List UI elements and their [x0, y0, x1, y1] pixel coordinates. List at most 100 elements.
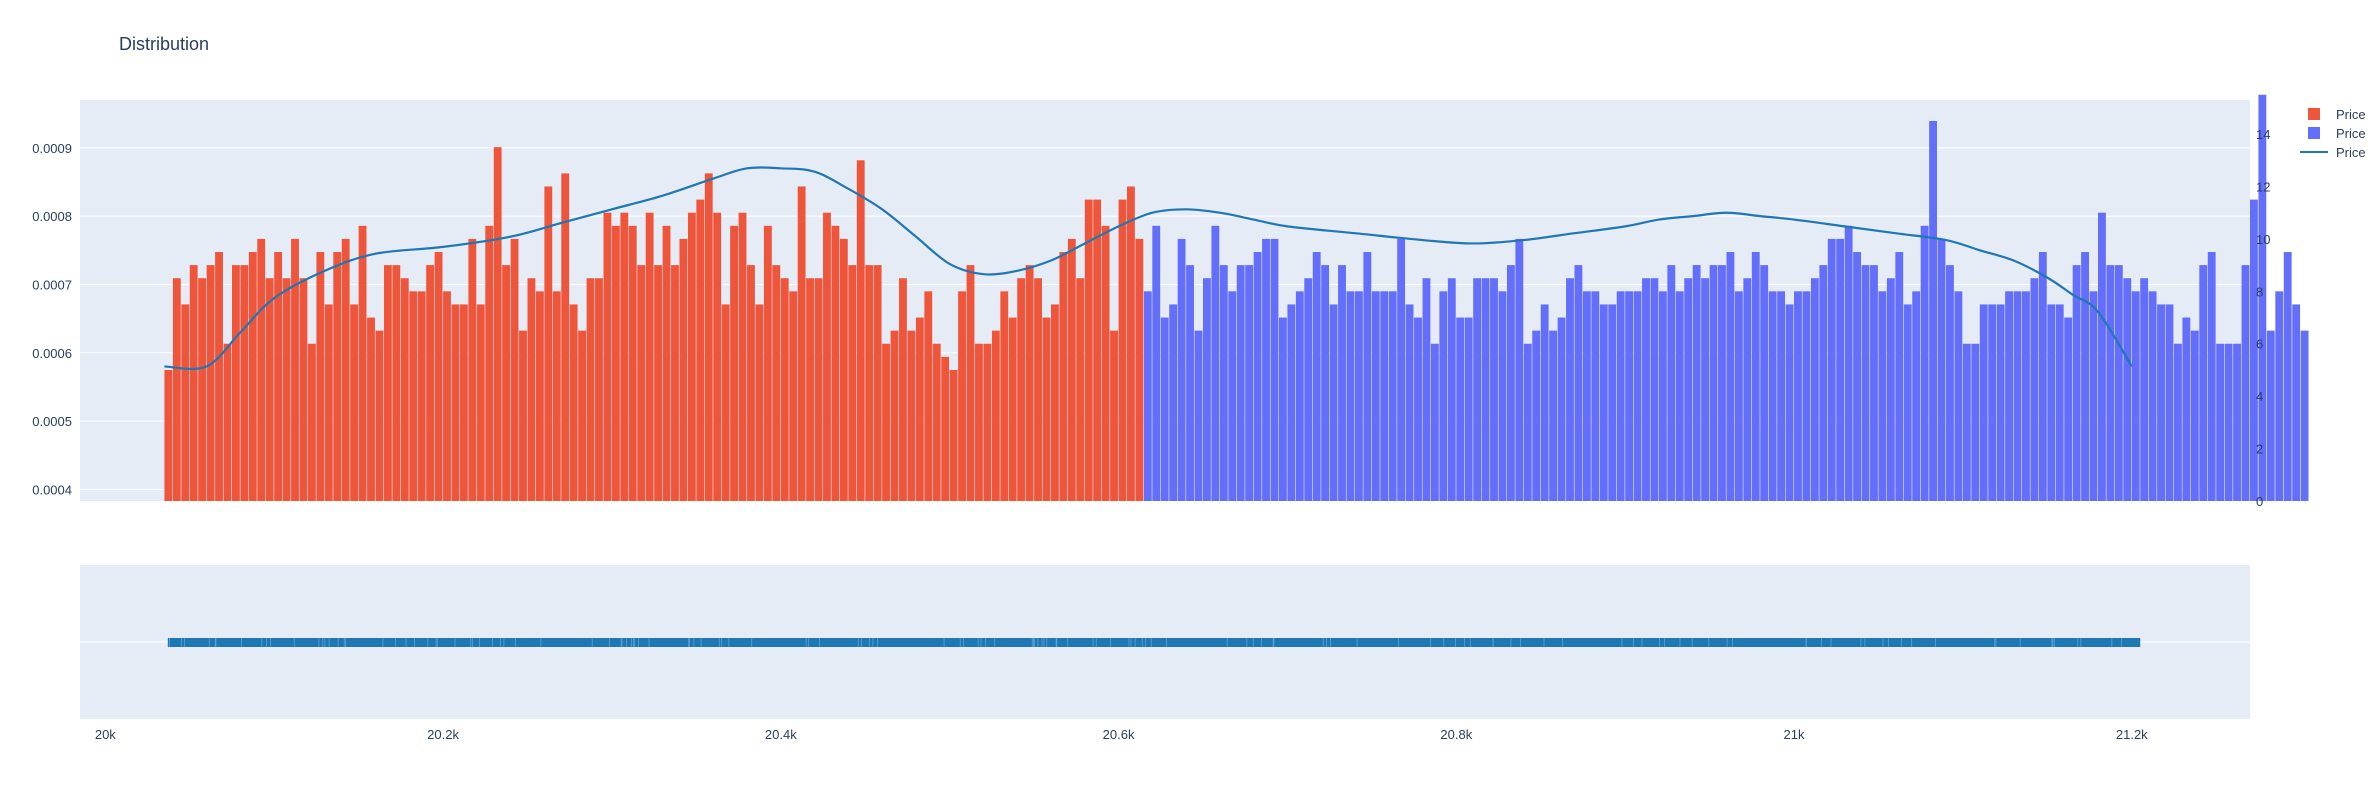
- histogram-bar: [1067, 238, 1076, 501]
- histogram-bar: [763, 225, 772, 501]
- histogram-bar: [721, 304, 730, 501]
- histogram-bar: [1059, 252, 1068, 501]
- histogram-bar: [485, 225, 494, 501]
- histogram-bar: [307, 343, 316, 501]
- histogram-bar: [2123, 278, 2132, 501]
- histogram-bar: [865, 265, 874, 501]
- histogram-bar: [223, 343, 232, 501]
- legend-swatch: [2308, 108, 2320, 120]
- legend: Price Price Price: [2300, 107, 2366, 160]
- histogram-bar: [2106, 265, 2115, 501]
- histogram-bar: [1346, 291, 1355, 501]
- histogram-bar: [1380, 291, 1389, 501]
- y-left-tick-label: 0.0007: [32, 277, 72, 292]
- histogram-bar: [991, 330, 1000, 501]
- histogram-bar: [434, 252, 443, 501]
- histogram-bar: [164, 369, 173, 501]
- legend-item[interactable]: Price: [2300, 145, 2366, 160]
- histogram-bar: [586, 278, 595, 501]
- histogram-bar: [2098, 212, 2106, 501]
- histogram-bar: [1338, 265, 1346, 501]
- histogram-bar: [333, 252, 342, 501]
- histogram-bar: [611, 225, 620, 501]
- histogram-bar: [1202, 278, 1211, 501]
- histogram-bar: [1354, 291, 1363, 501]
- y-right-tick-label: 8: [2256, 284, 2263, 299]
- histogram-bar: [1135, 238, 1144, 501]
- histogram-bar: [1549, 330, 1558, 501]
- histogram-bar: [1177, 238, 1186, 501]
- histogram-bar: [1650, 278, 1659, 501]
- histogram-bar: [1219, 265, 1228, 501]
- histogram-bar: [1574, 265, 1583, 501]
- histogram-bar: [620, 212, 629, 501]
- histogram-bar: [1608, 304, 1617, 501]
- y-left-tick-label: 0.0009: [32, 141, 72, 156]
- histogram-bar: [274, 252, 283, 501]
- histogram-bar: [1414, 317, 1422, 501]
- histogram-bar: [1498, 291, 1507, 501]
- histogram-bar: [1008, 317, 1017, 501]
- histogram-bar: [1658, 291, 1667, 501]
- histogram-bar: [1557, 317, 1566, 501]
- histogram-bar: [552, 291, 561, 501]
- histogram-bar: [1785, 304, 1794, 501]
- y-right-tick-label: 14: [2256, 127, 2270, 142]
- histogram-bar: [1017, 278, 1026, 501]
- histogram-bar: [2182, 317, 2191, 501]
- histogram-bar: [206, 265, 215, 501]
- histogram-bar: [2022, 291, 2030, 501]
- histogram-bar: [1506, 265, 1515, 501]
- histogram-bar: [1718, 265, 1726, 501]
- histogram-bar: [1768, 291, 1777, 501]
- histogram-bar: [2013, 291, 2022, 501]
- histogram-bar: [1988, 304, 1997, 501]
- histogram-bar: [443, 291, 451, 501]
- histogram-bar: [544, 186, 553, 502]
- histogram-bar: [1979, 304, 1988, 501]
- histogram-bar: [1363, 252, 1372, 501]
- histogram-bar: [1819, 265, 1828, 501]
- histogram-bar: [1110, 330, 1118, 501]
- kde-line: [164, 166, 2133, 371]
- histogram-bar: [747, 265, 755, 501]
- histogram-bar: [899, 278, 907, 501]
- histogram-bar: [2140, 278, 2149, 501]
- histogram-bar: [1937, 238, 1946, 501]
- histogram-bar: [1642, 278, 1650, 501]
- histogram-bar: [1473, 278, 1482, 501]
- y-left-tick-label: 0.0005: [32, 414, 72, 429]
- histogram-bar: [2055, 304, 2064, 501]
- histogram-bar: [341, 238, 350, 501]
- histogram-bar: [958, 291, 966, 501]
- legend-item[interactable]: Price: [2308, 107, 2366, 122]
- histogram-bar: [924, 291, 933, 501]
- x-tick-label: 20.2k: [427, 727, 459, 742]
- histogram-bar: [502, 265, 511, 501]
- histogram-bar: [1152, 225, 1161, 501]
- histogram-bar: [645, 212, 654, 501]
- histogram-bar: [1810, 278, 1819, 501]
- histogram-bar: [696, 199, 705, 501]
- y-right-tick-label: 10: [2256, 232, 2270, 247]
- histogram-bar: [1278, 317, 1287, 501]
- histogram-bar: [527, 278, 536, 501]
- histogram-bar: [806, 278, 814, 501]
- histogram-bar: [1439, 291, 1448, 501]
- histogram-bar: [172, 278, 181, 501]
- histogram-bar: [1329, 304, 1338, 501]
- histogram-bar: [2157, 304, 2165, 501]
- histogram-bar: [595, 278, 603, 501]
- legend-item[interactable]: Price: [2308, 126, 2366, 141]
- histogram-bar: [358, 225, 367, 501]
- histogram-bar: [1194, 330, 1203, 501]
- histogram-bar: [1371, 291, 1380, 501]
- histogram-bar: [932, 343, 941, 501]
- histogram-bar: [1101, 225, 1110, 501]
- histogram-bar: [1084, 199, 1093, 501]
- histogram-bar: [2030, 278, 2039, 501]
- histogram-bar: [1042, 317, 1051, 501]
- histogram-bar: [628, 225, 637, 501]
- histogram-bar: [1802, 291, 1811, 501]
- histogram-bar: [1388, 291, 1397, 501]
